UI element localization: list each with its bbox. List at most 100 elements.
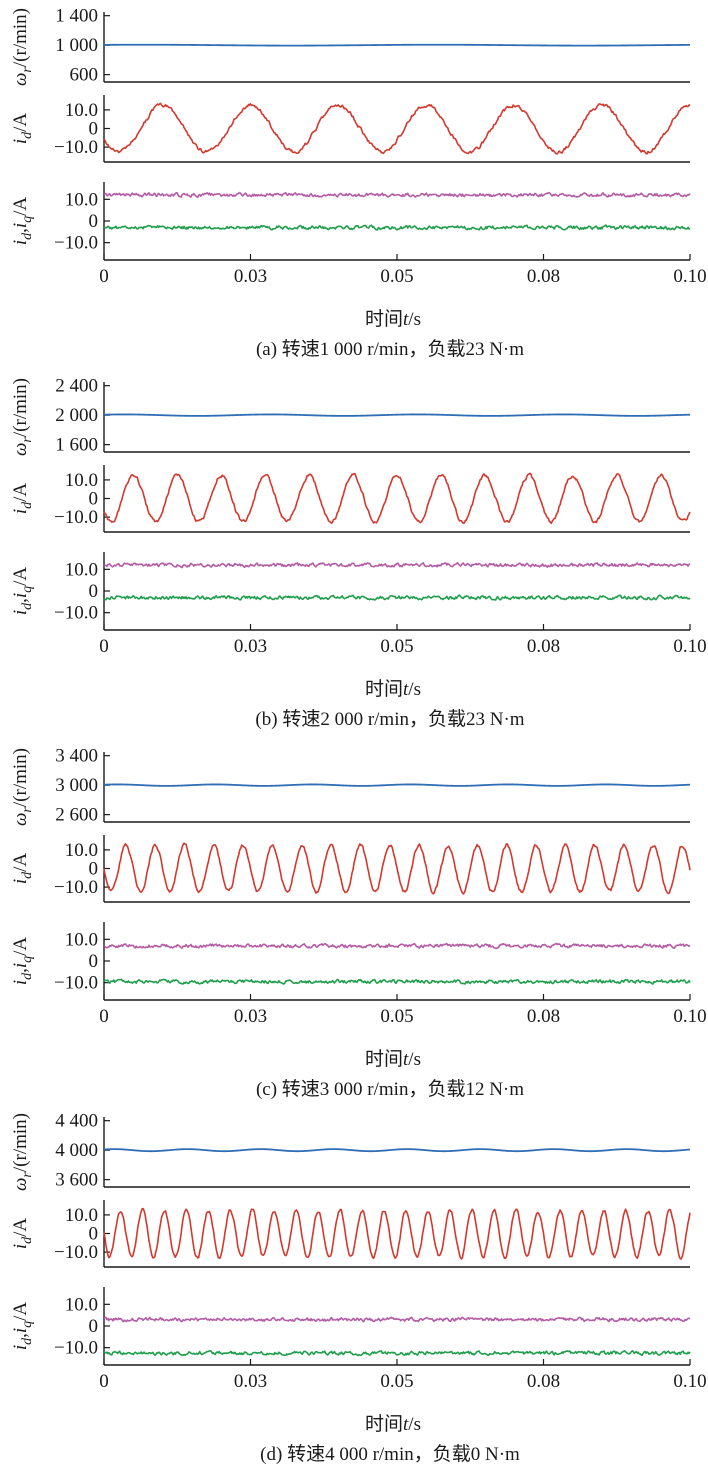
y-tick-label: 0 xyxy=(89,489,99,510)
x-tick-label: 0 xyxy=(99,1006,109,1027)
y-tick-label: 10.0 xyxy=(65,929,98,950)
x-tick-label: 0 xyxy=(99,266,109,287)
figure-caption: (b) 转速2 000 r/min，负载23 N·m xyxy=(255,708,524,730)
x-tick-label: 0 xyxy=(99,636,109,657)
y-tick-label: 3 000 xyxy=(55,775,98,796)
x-tick-label: 0.10 xyxy=(673,636,706,657)
y-axis-label: id/A xyxy=(10,113,35,145)
x-tick-label: 0.03 xyxy=(234,1371,267,1392)
x-tick-label: 0 xyxy=(99,1371,109,1392)
x-axis-label: 时间t/s xyxy=(365,678,421,700)
y-tick-label: 0 xyxy=(89,859,99,880)
x-tick-label: 0.05 xyxy=(380,636,413,657)
figure-caption: (a) 转速1 000 r/min，负载23 N·m xyxy=(256,338,524,360)
series-line-id xyxy=(103,1349,691,1357)
series-line-id xyxy=(103,978,691,985)
series-line-phase_current xyxy=(103,842,691,895)
x-tick-label: 0.10 xyxy=(673,1371,706,1392)
y-axis-label: ωr/(r/min) xyxy=(10,1113,35,1191)
x-tick-label: 0.08 xyxy=(527,636,560,657)
series-line-iq xyxy=(103,561,691,569)
y-tick-label: 2 000 xyxy=(55,405,98,426)
y-tick-label: 0 xyxy=(89,1316,99,1337)
figure-caption: (c) 转速3 000 r/min，负载12 N·m xyxy=(256,1078,524,1100)
y-tick-label: 1 600 xyxy=(55,435,98,456)
panel-b-1: 2 400 2 000 1 600 ωr/(r/min) xyxy=(10,376,691,456)
y-tick-label: −10.0 xyxy=(54,507,98,528)
y-tick-label: 0 xyxy=(89,211,99,232)
x-tick-label: 0.08 xyxy=(527,1371,560,1392)
y-tick-label: 4 400 xyxy=(55,1111,98,1132)
y-tick-label: 10.0 xyxy=(65,840,98,861)
y-tick-label: 10.0 xyxy=(65,189,98,210)
y-axis-label: ωr/(r/min) xyxy=(10,8,35,86)
y-tick-label: 4 000 xyxy=(55,1140,98,1161)
series-line-speed xyxy=(103,413,691,417)
y-tick-label: −10.0 xyxy=(54,1242,98,1263)
x-axis-label: 时间t/s xyxy=(365,1048,421,1070)
series-line-phase_current xyxy=(103,1207,691,1260)
x-tick-label: 0.03 xyxy=(234,1006,267,1027)
y-tick-label: 10.0 xyxy=(65,1294,98,1315)
series-line-id xyxy=(103,594,691,601)
x-tick-label: 0.05 xyxy=(380,1006,413,1027)
y-tick-label: 2 600 xyxy=(55,805,98,826)
panel-d-2: 10.00−10.0 id/A xyxy=(10,1200,691,1268)
y-tick-label: 10.0 xyxy=(65,559,98,580)
y-axis-label: id,iq/A xyxy=(10,197,35,246)
figure-caption: (d) 转速4 000 r/min，负载0 N·m xyxy=(260,1443,520,1465)
y-axis-label: id,iq/A xyxy=(10,937,35,986)
series-line-iq xyxy=(103,191,691,199)
x-tick-label: 0.08 xyxy=(527,266,560,287)
y-tick-label: −10.0 xyxy=(54,233,98,254)
x-tick-label: 0.05 xyxy=(380,266,413,287)
x-axis-label: 时间t/s xyxy=(365,308,421,330)
panel-c-1: 3 400 3 000 2 600 ωr/(r/min) xyxy=(10,746,691,826)
y-tick-label: −10.0 xyxy=(54,137,98,158)
y-axis-label: id,iq/A xyxy=(10,567,35,616)
y-axis-label: id/A xyxy=(10,1218,35,1250)
y-axis-label: id/A xyxy=(10,853,35,885)
y-tick-label: 1 400 xyxy=(55,6,98,27)
series-line-iq xyxy=(103,1316,691,1323)
panel-b-3: 10.00−10.0 id,iq/A xyxy=(10,552,691,631)
series-line-speed xyxy=(103,783,691,787)
y-tick-label: 3 600 xyxy=(55,1170,98,1191)
y-tick-label: 10.0 xyxy=(65,470,98,491)
panel-c-2: 10.00−10.0 id/A xyxy=(10,835,691,903)
y-tick-label: −10.0 xyxy=(54,877,98,898)
y-tick-label: 0 xyxy=(89,581,99,602)
y-tick-label: −10.0 xyxy=(54,973,98,994)
panel-d-3: 10.00−10.0 id,iq/A xyxy=(10,1287,691,1366)
y-tick-label: 1 000 xyxy=(55,35,98,56)
y-tick-label: 2 400 xyxy=(55,376,98,397)
panel-d-1: 4 400 4 000 3 600 ωr/(r/min) xyxy=(10,1111,691,1191)
x-tick-label: 0.05 xyxy=(380,1371,413,1392)
series-line-id xyxy=(103,224,691,231)
y-tick-label: 10.0 xyxy=(65,100,98,121)
y-axis-label: ωr/(r/min) xyxy=(10,378,35,456)
x-tick-label: 0.08 xyxy=(527,1006,560,1027)
y-tick-label: −10.0 xyxy=(54,1338,98,1359)
x-tick-label: 0.10 xyxy=(673,1006,706,1027)
panel-c-3: 10.00−10.0 id,iq/A xyxy=(10,922,691,1001)
panel-b-2: 10.00−10.0 id/A xyxy=(10,465,691,533)
y-axis-label: ωr/(r/min) xyxy=(10,748,35,826)
y-axis-label: id/A xyxy=(10,483,35,515)
y-tick-label: 0 xyxy=(89,951,99,972)
series-line-iq xyxy=(103,942,691,950)
series-line-phase_current xyxy=(103,472,691,525)
y-tick-label: 0 xyxy=(89,119,99,140)
series-line-phase_current xyxy=(103,102,691,155)
y-tick-label: 3 400 xyxy=(55,746,98,767)
y-tick-label: 10.0 xyxy=(65,1205,98,1226)
panel-a-1: 1 400 1 000 600 ωr/(r/min) xyxy=(10,6,691,86)
x-tick-label: 0.03 xyxy=(234,266,267,287)
y-tick-label: −10.0 xyxy=(54,603,98,624)
x-tick-label: 0.10 xyxy=(673,266,706,287)
y-tick-label: 0 xyxy=(89,1224,99,1245)
